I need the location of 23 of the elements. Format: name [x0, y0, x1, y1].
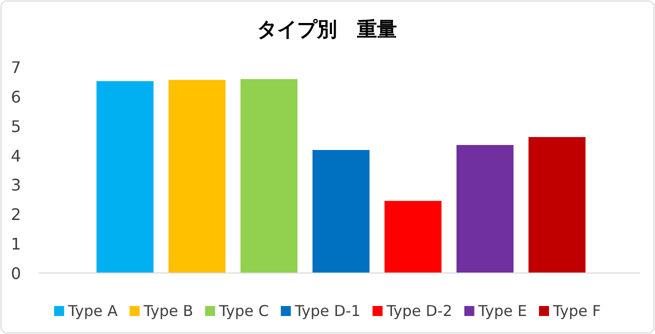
bar — [240, 79, 298, 273]
y-tick-label: 4 — [10, 146, 22, 166]
bar — [528, 137, 586, 273]
y-tick-label: 5 — [10, 116, 22, 136]
bar — [312, 150, 370, 273]
y-tick-label: 3 — [10, 176, 22, 195]
legend-label: Type C — [218, 302, 269, 320]
y-tick-label: 7 — [10, 58, 22, 77]
legend-label: Type A — [67, 302, 118, 320]
legend-label: Type B — [142, 302, 194, 320]
legend-label: Type D-2 — [386, 302, 452, 320]
legend-label: Type D-1 — [294, 302, 361, 320]
bar — [168, 80, 226, 273]
y-tick-label: 0 — [10, 264, 22, 283]
y-tick-label: 6 — [10, 87, 22, 106]
y-tick-label: 1 — [10, 234, 22, 254]
bar — [384, 200, 442, 273]
chart-title: タイプ別 重量 — [257, 17, 397, 41]
y-tick-label: 2 — [10, 205, 22, 224]
legend-label: Type E — [477, 302, 528, 320]
bar — [96, 81, 154, 273]
legend-label: Type F — [552, 302, 601, 320]
bar — [456, 144, 514, 273]
